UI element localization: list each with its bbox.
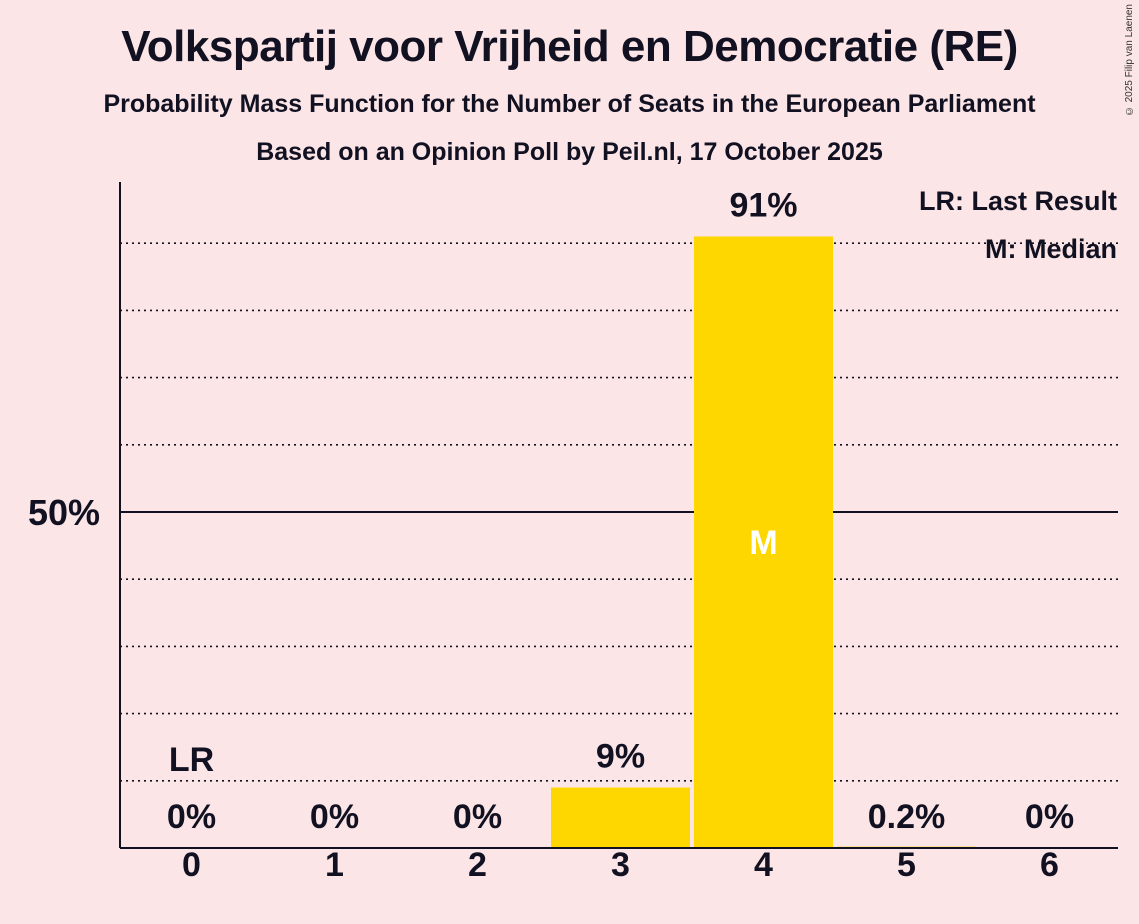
legend-last-result: LR: Last Result xyxy=(919,186,1117,216)
x-tick-label-0: 0 xyxy=(182,846,201,884)
x-tick-label-6: 6 xyxy=(1040,846,1059,884)
x-tick-label-1: 1 xyxy=(325,846,344,884)
data-label-5: 0.2% xyxy=(868,798,946,836)
x-tick-label-2: 2 xyxy=(468,846,487,884)
data-label-6: 0% xyxy=(1025,798,1074,836)
data-label-3: 9% xyxy=(596,738,645,776)
median-marker: M xyxy=(749,524,777,562)
data-label-4: 91% xyxy=(729,186,797,224)
data-label-2: 0% xyxy=(453,798,502,836)
chart-source-line: Based on an Opinion Poll by Peil.nl, 17 … xyxy=(256,138,883,166)
chart-subtitle: Probability Mass Function for the Number… xyxy=(103,90,1036,118)
bar-3 xyxy=(551,787,690,848)
x-tick-label-3: 3 xyxy=(611,846,630,884)
data-label-1: 0% xyxy=(310,798,359,836)
chart-title: Volkspartij voor Vrijheid en Democratie … xyxy=(121,22,1018,71)
legend-median: M: Median xyxy=(985,234,1117,264)
bar-4 xyxy=(694,236,833,849)
x-tick-label-4: 4 xyxy=(754,846,773,884)
data-label-0: 0% xyxy=(167,798,216,836)
y-tick-label-50: 50% xyxy=(28,492,100,533)
last-result-marker: LR xyxy=(169,741,214,779)
x-tick-label-5: 5 xyxy=(897,846,916,884)
